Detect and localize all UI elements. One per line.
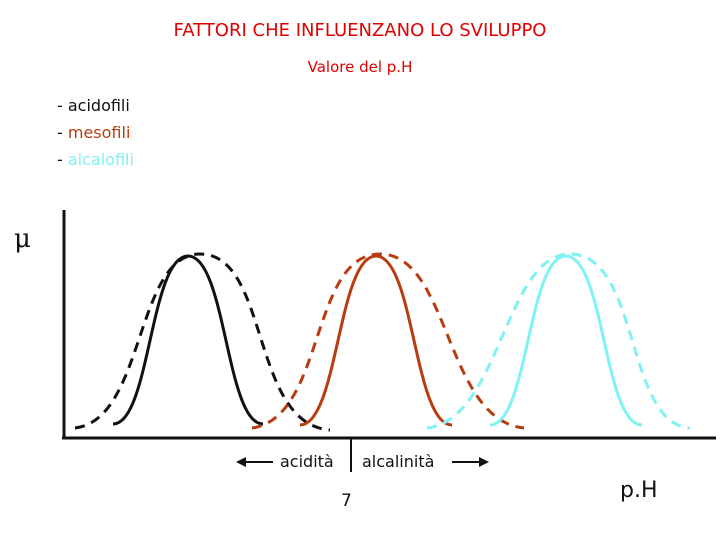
slide-subtitle: Valore del p.H <box>307 58 413 76</box>
x-axis-label: p.H <box>620 478 658 503</box>
y-axis-symbol: μ <box>14 224 31 254</box>
legend-label-alcalofili: alcalofili <box>67 150 134 169</box>
mesofili-curve-solid <box>299 254 453 427</box>
legend-label-acidofili: acidofili <box>67 96 130 115</box>
alkalinity-arrow-head <box>479 457 489 467</box>
legend-item-mesofili: - mesofili <box>57 123 130 142</box>
alcalofili-curve-solid <box>489 254 643 427</box>
legend-dash: - <box>57 123 68 142</box>
neutral-ph-label: 7 <box>341 491 352 511</box>
acidity-label: acidità <box>280 452 334 471</box>
legend-item-alcalofili: - alcalofili <box>57 150 134 169</box>
acidity-arrow-head <box>236 457 246 467</box>
alkalinity-label: alcalinità <box>362 452 435 471</box>
alcalofili-curve-dashed <box>426 252 691 430</box>
slide-title: FATTORI CHE INFLUENZANO LO SVILUPPO <box>173 20 547 41</box>
mesofili-curve-dashed <box>251 252 525 430</box>
legend-dash: - <box>57 150 68 169</box>
acidofili-curve-dashed <box>74 252 331 432</box>
legend-label-mesofili: mesofili <box>67 123 131 142</box>
legend-item-acidofili: - acidofili <box>57 96 130 115</box>
acidofili-curve-solid <box>112 254 264 426</box>
legend-dash: - <box>57 96 68 115</box>
